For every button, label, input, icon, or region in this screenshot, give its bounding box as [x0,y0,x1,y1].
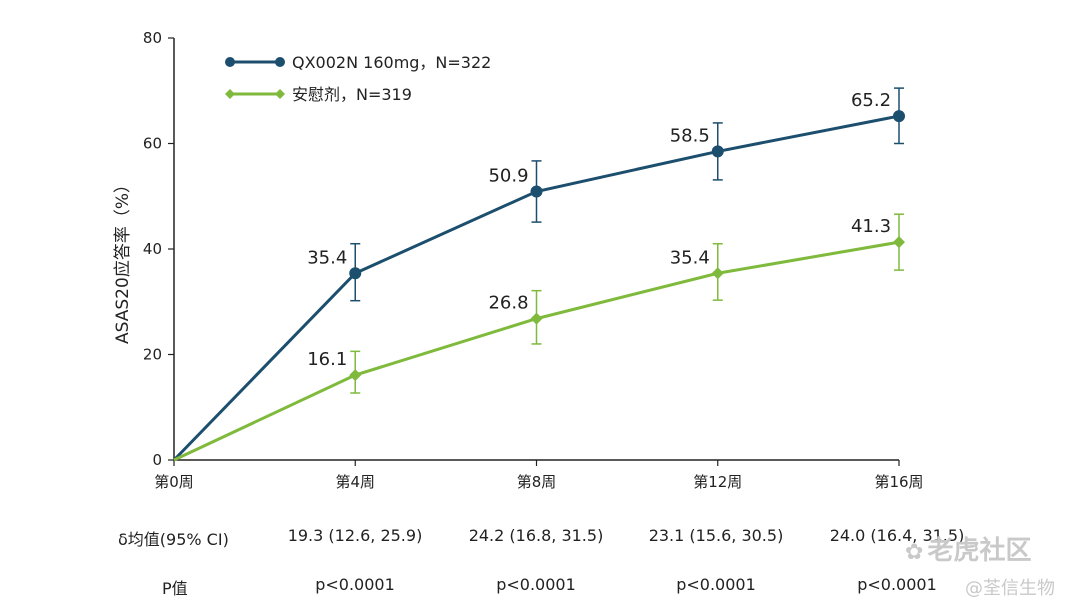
data-point [893,236,905,249]
x-tick-label: 第4周 [335,473,375,491]
data-label: 26.8 [488,293,528,314]
delta-value: 24.0 (16.4, 31.5) [829,526,965,545]
y-tick-label: 0 [152,451,162,469]
y-axis-label: ASAS20应答率（%） [113,176,133,344]
p-value: p<0.0001 [676,575,756,594]
legend-label: QX002N 160mg，N=322 [292,53,491,72]
data-label: 58.5 [670,125,710,146]
x-tick-label: 第12周 [693,473,742,491]
data-point [893,110,905,123]
data-point [530,312,543,325]
legend-label: 安慰剂，N=319 [292,85,412,104]
x-tick-label: 第8周 [517,473,557,491]
series-markers [349,110,905,382]
error-bars [350,87,904,394]
data-point [711,267,724,280]
y-tick-label: 80 [143,29,162,47]
legend: QX002N 160mg，N=322 安慰剂，N=319 [225,53,491,104]
y-tick-label: 20 [143,346,162,364]
p-row-label: P值 [162,579,188,598]
data-point [349,267,362,280]
legend-marker [275,57,285,67]
line-chart: 0 20 40 60 80 第0周 第4周 第8周 第12周 第16周 35.4 50.9 58.5 6… [113,29,924,491]
chart-axes: 0 20 40 60 80 第0周 第4周 第8周 第12周 第16周 [143,29,924,491]
data-point [349,369,362,382]
p-value: p<0.0001 [315,575,395,594]
delta-value: 23.1 (15.6, 30.5) [648,526,784,545]
y-tick-label: 60 [143,135,162,153]
data-label: 50.9 [488,166,528,187]
data-label: 35.4 [307,247,347,268]
paw-icon: ✿ [905,540,924,565]
p-value-row: P值 p<0.0001 p<0.0001 p<0.0001 p<0.0001 [0,575,1080,599]
legend-marker [275,89,285,99]
data-point [711,145,724,158]
data-labels: 35.4 50.9 58.5 65.2 16.1 26.8 35.4 41.3 [307,90,891,370]
delta-row: δ均值(95% CI) 19.3 (12.6, 25.9) 24.2 (16.8… [0,526,1080,550]
watermark-bottom: @荃信生物 [965,578,1055,599]
delta-value: 24.2 (16.8, 31.5) [468,526,604,545]
data-label: 65.2 [851,90,891,111]
series-line [173,240,900,462]
delta-row-label: δ均值(95% CI) [118,530,229,549]
x-tick-label: 第0周 [154,473,194,491]
data-label: 41.3 [851,216,891,237]
delta-value: 19.3 (12.6, 25.9) [287,526,423,545]
legend-marker [225,57,235,67]
y-tick-label: 40 [143,240,162,258]
data-label: 35.4 [670,247,710,268]
data-label: 16.1 [307,349,347,370]
watermark-top: ✿ 老虎社区 [905,536,1032,566]
legend-marker [225,89,235,99]
p-value: p<0.0001 [857,575,937,594]
p-value: p<0.0001 [496,575,576,594]
x-tick-label: 第16周 [874,473,923,491]
data-point [530,185,543,198]
